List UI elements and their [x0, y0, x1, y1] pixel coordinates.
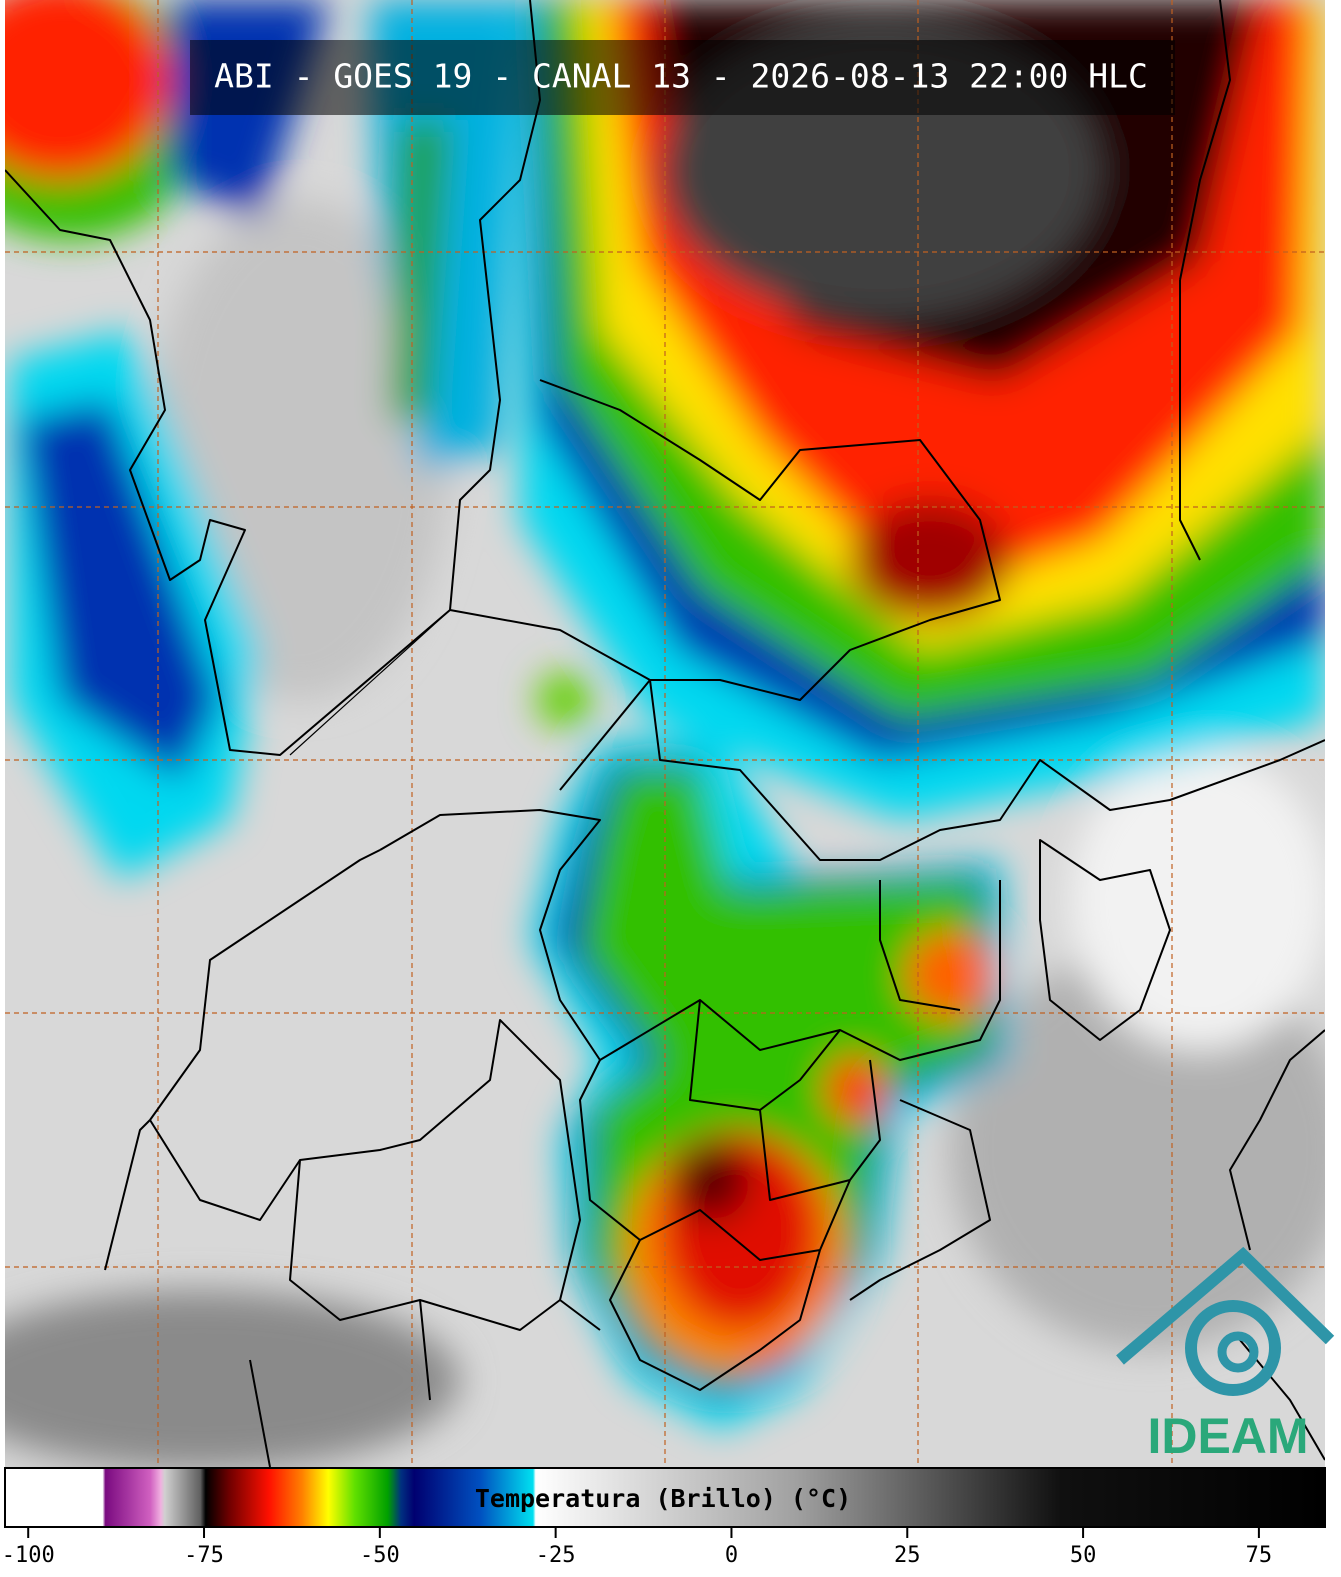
title: ABI - GOES 19 - CANAL 13 - 2026-08-13 22… — [214, 57, 1148, 96]
colorbar — [4, 1467, 1326, 1528]
colorbar-label: Temperatura (Brillo) (°C) — [475, 1484, 851, 1513]
logo: IDEAM — [1116, 1246, 1335, 1464]
tick-label: 50 — [1070, 1543, 1097, 1568]
tick-label: -25 — [536, 1543, 576, 1568]
tick-label: -75 — [184, 1543, 224, 1568]
colorbar-axis: -100 -75 -50 -25 0 25 50 75 — [2, 1527, 1272, 1568]
tick-label: -100 — [2, 1543, 55, 1568]
imagery — [5, 0, 1325, 1467]
borders — [5, 0, 1325, 1467]
logo-text: IDEAM — [1147, 1408, 1308, 1464]
title-box — [190, 40, 1175, 115]
tick-label: 75 — [1246, 1543, 1273, 1568]
graticule — [5, 0, 1325, 1467]
tick-label: -50 — [360, 1543, 400, 1568]
tick-label: 25 — [894, 1543, 921, 1568]
tick-label: 0 — [725, 1543, 738, 1568]
